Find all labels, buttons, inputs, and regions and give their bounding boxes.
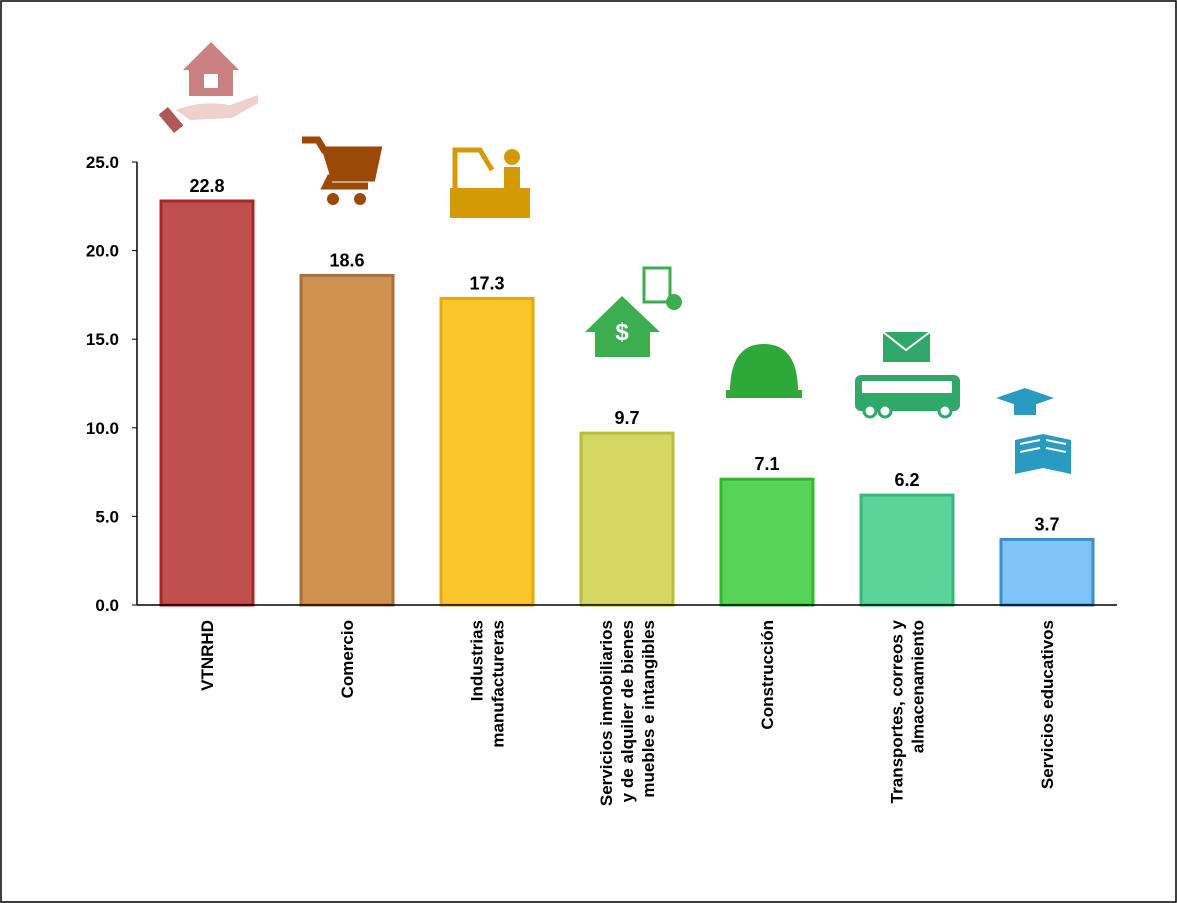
value-label: 17.3: [469, 273, 504, 293]
x-tick-label: Construcción: [758, 620, 777, 730]
y-tick-label: 5.0: [95, 507, 119, 526]
y-tick-label: 10.0: [86, 419, 119, 438]
value-label: 22.8: [189, 176, 224, 196]
x-tick-label: Comercio: [338, 620, 357, 698]
x-tick-label: Transportes, correos y almacenamiento: [888, 619, 928, 803]
bar: [299, 273, 395, 607]
bar: [719, 477, 815, 607]
value-label: 6.2: [894, 470, 919, 490]
bar: [999, 537, 1095, 607]
icon-glyph: $: [615, 319, 629, 346]
x-tick-label: Servicios educativos: [1038, 620, 1057, 789]
value-label: 7.1: [754, 454, 779, 474]
bar: [859, 493, 955, 607]
value-label: 18.6: [329, 250, 364, 270]
value-label: 9.7: [614, 408, 639, 428]
y-tick-label: 25.0: [86, 153, 119, 172]
bar: [579, 431, 675, 607]
y-tick-label: 20.0: [86, 242, 119, 261]
bar: [159, 199, 255, 607]
value-label: 3.7: [1034, 514, 1059, 534]
icons: $: [158, 42, 1071, 474]
y-tick-label: 15.0: [86, 330, 119, 349]
x-tick-label: Industrias manufactureras: [468, 620, 508, 748]
bar: [439, 296, 535, 607]
x-tick-label: VTNRHD: [198, 620, 217, 691]
y-tick-label: 0.0: [95, 596, 119, 615]
x-tick-label: Servicios inmobiliarios y de alquiler de …: [597, 620, 658, 806]
